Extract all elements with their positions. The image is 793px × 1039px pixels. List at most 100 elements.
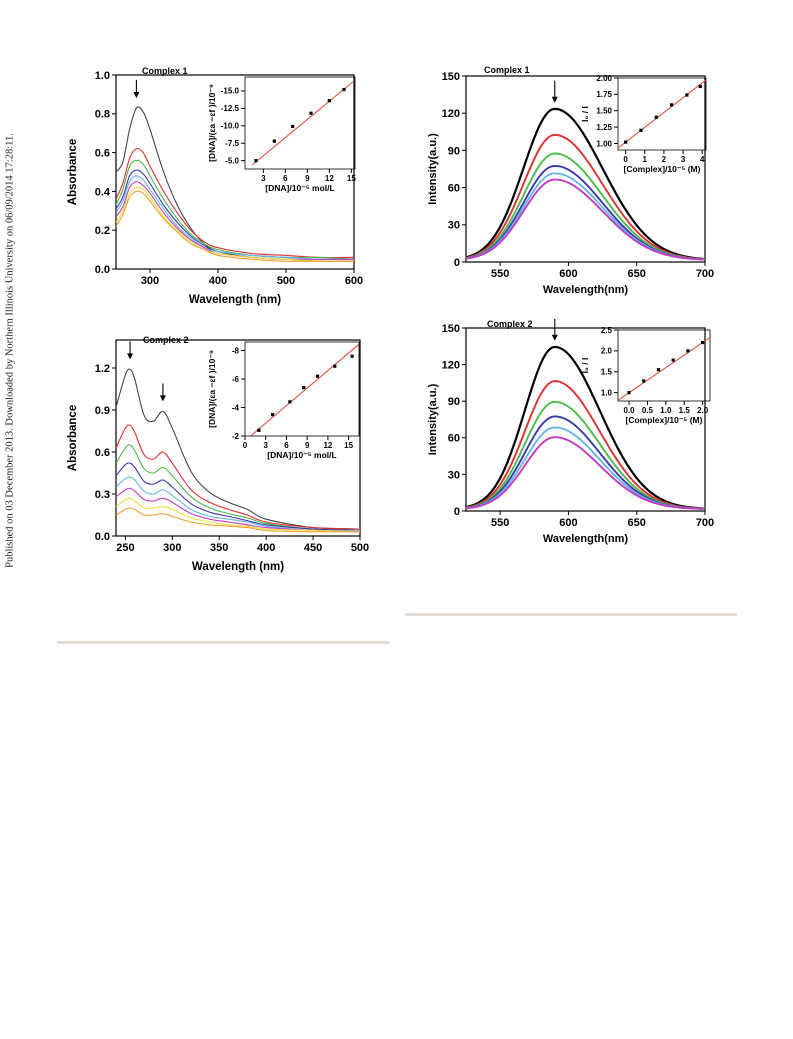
abs2-inset-point-5 xyxy=(333,364,337,368)
abs2-ytick-label-2: 0.6 xyxy=(95,447,110,459)
em2-inset-xtick-label-1: 0.5 xyxy=(642,406,654,415)
em1-series-1 xyxy=(465,107,704,261)
em1-title: Complex 1 xyxy=(484,65,530,75)
em2-inset-point-2 xyxy=(656,368,661,372)
em1-inset-point-4 xyxy=(685,93,689,97)
em1-xtick-label-0: 550 xyxy=(491,268,509,280)
em1-series-6 xyxy=(465,178,704,261)
abs1-xtick-label-3: 600 xyxy=(345,275,363,287)
em2-inset-ytick-label-1: 1.5 xyxy=(601,368,613,377)
abs2-inset-xtick-label-5: 15 xyxy=(344,441,353,450)
em2-inset-ytick-label-0: 1.0 xyxy=(601,388,613,397)
abs2-xtick-label-3: 400 xyxy=(257,542,275,554)
em1-series-2 xyxy=(465,134,704,261)
em2-ytick-label-4: 120 xyxy=(442,359,460,371)
abs2-ytick-label-3: 0.9 xyxy=(95,405,110,417)
em1-inset-xtick-label-3: 3 xyxy=(681,155,686,164)
em2-frame xyxy=(465,327,706,512)
em1-inset-point-3 xyxy=(669,103,674,107)
em2-inset-xtick-label-0: 0.0 xyxy=(623,406,635,415)
abs2-inset-ytick-label-2: -6 xyxy=(232,375,240,384)
abs1-series-5 xyxy=(116,175,354,260)
em2-inset-xlabel: [Complex]/10⁻⁵ (M) xyxy=(626,415,703,425)
em1-ylabel: Intensity(a.u.) xyxy=(427,133,439,205)
abs1-inset-xtick-label-1: 6 xyxy=(283,174,288,183)
em1-xtick-label-1: 600 xyxy=(559,268,577,280)
em1-inset-xlabel: [Complex]/10⁻⁵ (M) xyxy=(624,164,701,174)
em1-inset-ytick-label-2: 1.50 xyxy=(596,107,612,116)
abs2-series-2 xyxy=(116,424,360,530)
abs1-inset-point-4 xyxy=(327,99,331,103)
em2-ytick-label-0: 0 xyxy=(454,506,460,518)
em1-inset-ytick-label-4: 2.00 xyxy=(596,74,612,83)
abs2-inset-point-1 xyxy=(271,413,275,417)
em1-inset-frame xyxy=(617,77,707,151)
em1-inset-xtick-label-4: 4 xyxy=(700,155,705,164)
em2-inset-xtick-label-2: 1.0 xyxy=(660,406,672,415)
abs1-xtick-label-1: 400 xyxy=(209,275,227,287)
abs2-xtick-label-4: 450 xyxy=(304,542,322,554)
abs2-series-3 xyxy=(116,444,360,531)
abs2-series-6 xyxy=(116,487,360,533)
abs2-series-1 xyxy=(116,368,360,530)
em2-xlabel: Wavelength(nm) xyxy=(543,533,628,545)
em1-inset-point-2 xyxy=(654,115,658,119)
abs2-inset-ytick-label-0: -2 xyxy=(232,432,240,441)
em2-ylabel: Intensity(a.u.) xyxy=(427,383,439,455)
abs1-inset-fit-line xyxy=(251,81,354,166)
em1-inset-ytick-label-1: 1.25 xyxy=(596,123,612,132)
abs2-series-5 xyxy=(116,476,360,532)
abs1-inset-xtick-label-0: 3 xyxy=(261,174,266,183)
abs2-inset-point-6 xyxy=(350,354,354,358)
abs1-ytick-label-5: 1.0 xyxy=(95,70,110,82)
em1-inset-point-1 xyxy=(639,128,643,132)
abs2-ytick-label-0: 0.0 xyxy=(95,531,110,543)
abs2-xlabel: Wavelength (nm) xyxy=(192,561,284,573)
emission-chart-2: 550 600 650 700 0 30 60 90 120 150 Complex 2 Wavele… xyxy=(427,318,714,545)
em1-inset-ytick-label-3: 1.75 xyxy=(596,90,612,99)
em1-series-4 xyxy=(465,164,704,261)
abs1-xtick-label-2: 500 xyxy=(277,275,295,287)
em1-inset-fit-line xyxy=(617,79,707,149)
abs2-frame xyxy=(115,339,361,537)
em1-ytick-label-0: 0 xyxy=(454,257,460,269)
abs1-series-2 xyxy=(116,147,354,259)
abs1-ytick-label-4: 0.8 xyxy=(95,109,110,121)
abs1-inset-point-2 xyxy=(291,124,295,129)
em2-xtick-label-1: 600 xyxy=(559,517,577,529)
em1-series-5 xyxy=(465,172,704,261)
em1-frame xyxy=(465,75,706,263)
abs1-ylabel: Absorbance xyxy=(67,139,79,205)
em1-ytick-label-2: 60 xyxy=(448,182,460,194)
em2-inset-point-5 xyxy=(701,340,705,345)
abs1-inset-point-3 xyxy=(309,111,313,115)
abs1-series-7 xyxy=(116,186,354,262)
abs2-series-4 xyxy=(116,462,360,531)
abs2-inset-frame xyxy=(244,341,360,437)
abs1-inset-xlabel: [DNA]/10⁻⁵ mol/L xyxy=(265,183,334,193)
abs1-series-8 xyxy=(116,190,354,262)
em2-inset-point-3 xyxy=(671,358,675,362)
abs2-inset-point-2 xyxy=(288,400,292,404)
abs1-ytick-label-2: 0.4 xyxy=(95,186,111,198)
abs2-ytick-label-1: 0.3 xyxy=(95,489,110,501)
abs1-inset-frame xyxy=(244,76,356,170)
abs2-arrow-0-head xyxy=(127,353,134,360)
abs1-xlabel: Wavelength (nm) xyxy=(189,294,281,306)
abs1-inset-point-0 xyxy=(254,159,258,163)
em2-inset-point-4 xyxy=(686,349,690,353)
em2-arrow-head xyxy=(551,334,558,341)
em2-series-2 xyxy=(465,380,704,510)
abs2-ytick-label-4: 1.2 xyxy=(95,363,110,375)
abs2-inset-xtick-label-0: 0 xyxy=(243,441,248,450)
em1-inset-point-5 xyxy=(698,84,702,89)
abs2-inset-point-0 xyxy=(257,428,261,432)
abs2-xtick-label-2: 350 xyxy=(210,542,228,554)
abs2-series-7 xyxy=(116,497,360,533)
em2-inset-frame xyxy=(617,329,711,402)
abs2-inset-xtick-label-2: 6 xyxy=(284,441,289,450)
abs2-arrow-1-head xyxy=(159,395,166,402)
abs2-inset-point-3 xyxy=(302,385,306,390)
em2-inset-ylabel: I₀ / I xyxy=(580,358,590,374)
